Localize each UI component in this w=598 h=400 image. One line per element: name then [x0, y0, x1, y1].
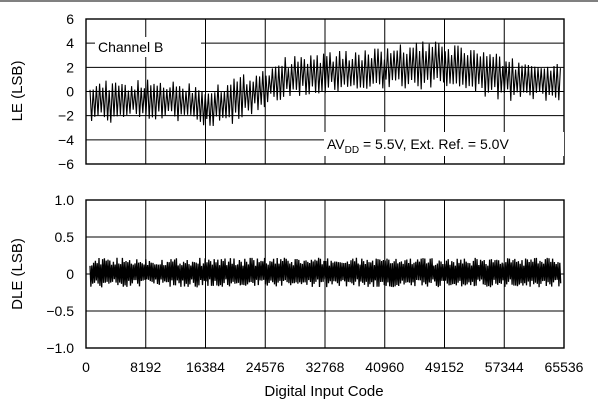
- dle-series-line: [89, 257, 562, 288]
- channel-label: Channel B: [98, 39, 163, 55]
- le-y-tick-label: 0: [66, 84, 74, 100]
- dle-y-tick-labels: 1.0 0.5 0 −0.5 −1.0: [46, 192, 74, 356]
- le-y-tick-label: −2: [58, 108, 74, 124]
- channel-label-box: [95, 37, 201, 57]
- dle-panel: 1.0 0.5 0 −0.5 −1.0 0 8192 16384 24576 32768 4096…: [9, 192, 584, 400]
- le-y-tick-label: 2: [66, 59, 74, 75]
- condition-label-box: [324, 132, 564, 156]
- dle-y-tick-label: −1.0: [46, 340, 74, 356]
- x-tick-label: 16384: [186, 359, 225, 375]
- condition-subscript: DD: [345, 145, 359, 156]
- dle-y-tick-label: 1.0: [55, 192, 75, 208]
- x-tick-label: 57344: [485, 359, 524, 375]
- le-series-band: [89, 41, 561, 127]
- le-y-tick-label: 4: [66, 35, 74, 51]
- dle-y-tick-label: 0.5: [55, 229, 75, 245]
- condition-suffix: = 5.5V, Ext. Ref. = 5.0V: [359, 136, 509, 152]
- dle-y-tick-label: −0.5: [46, 303, 74, 319]
- x-tick-label: 24576: [246, 359, 285, 375]
- le-y-tick-labels: 6 4 2 0 −2 −4 −6: [58, 11, 74, 172]
- x-tick-label: 8192: [130, 359, 161, 375]
- le-y-tick-label: −6: [58, 156, 74, 172]
- le-y-tick-label: −4: [58, 132, 74, 148]
- x-tick-label: 0: [82, 359, 90, 375]
- dle-y-axis-label: DLE (LSB): [9, 238, 26, 310]
- x-tick-label: 32768: [306, 359, 345, 375]
- dle-y-tick-label: 0: [66, 266, 74, 282]
- condition-label: AVDD = 5.5V, Ext. Ref. = 5.0V: [327, 136, 509, 156]
- le-y-tick-label: 6: [66, 11, 74, 27]
- x-tick-label: 49152: [425, 359, 464, 375]
- dle-series-band: [89, 257, 562, 288]
- le-series-line: [89, 41, 561, 127]
- x-tick-label: 40960: [365, 359, 404, 375]
- le-y-axis-label: LE (LSB): [9, 61, 26, 122]
- condition-prefix: AV: [327, 136, 345, 152]
- le-panel: 6 4 2 0 −2 −4 −6 LE (LSB) Channel B AVDD = 5.5V…: [9, 11, 565, 172]
- x-axis-label: Digital Input Code: [264, 383, 383, 400]
- x-tick-label: 65536: [545, 359, 584, 375]
- x-tick-labels: 0 8192 16384 24576 32768 40960 49152 57344 65536: [82, 359, 584, 375]
